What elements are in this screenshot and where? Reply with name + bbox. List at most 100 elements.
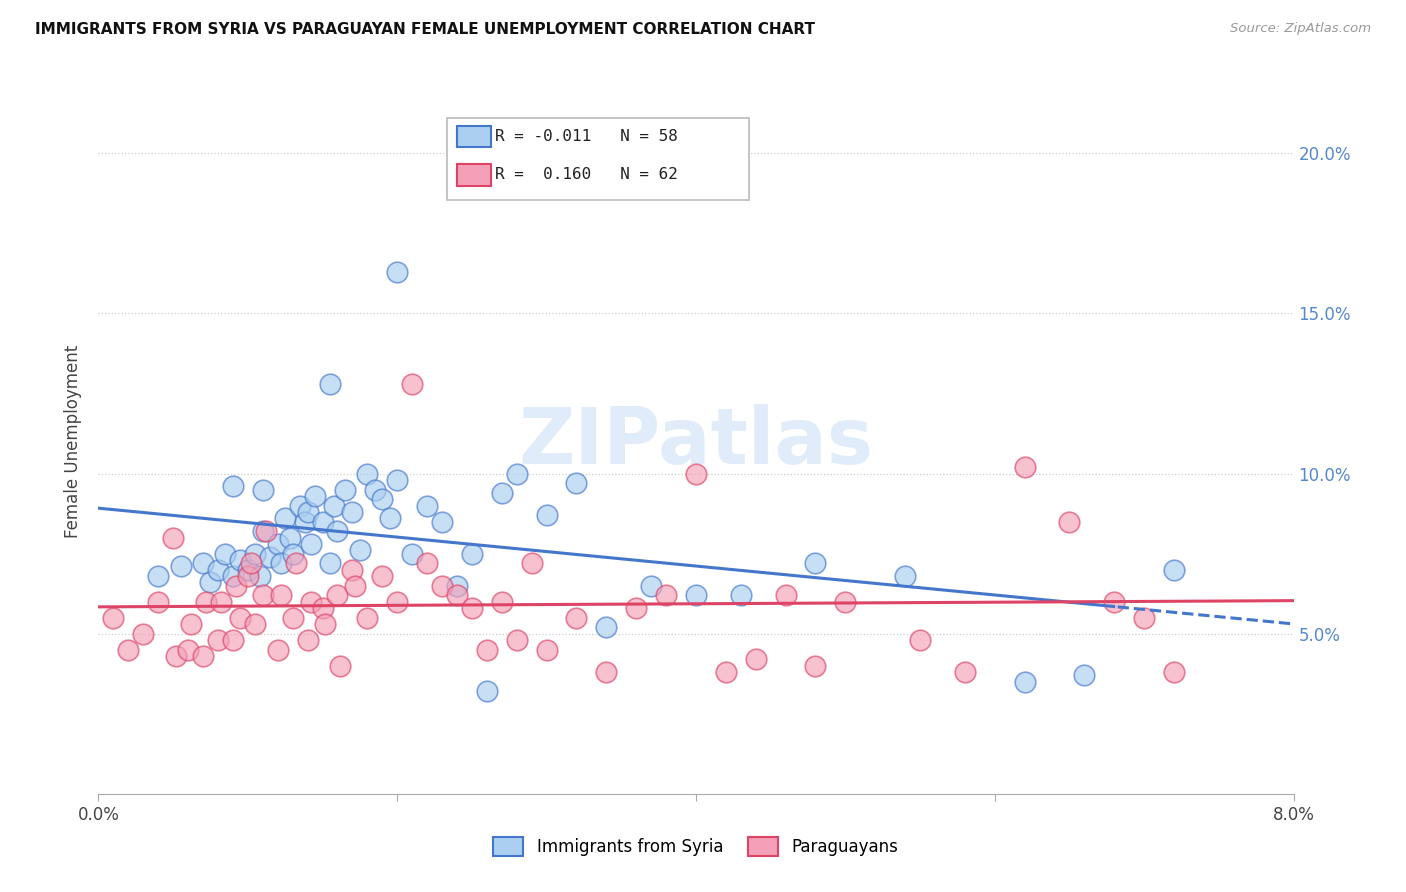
Point <box>225 579 247 593</box>
Point <box>315 617 337 632</box>
Point <box>349 543 371 558</box>
Point <box>1163 563 1185 577</box>
Point <box>236 563 259 577</box>
Point <box>745 652 768 666</box>
Point <box>222 479 245 493</box>
Point <box>252 483 274 497</box>
Point <box>1104 595 1126 609</box>
Point <box>207 563 229 577</box>
Point <box>245 617 267 632</box>
Point <box>385 595 409 609</box>
Text: Source: ZipAtlas.com: Source: ZipAtlas.com <box>1230 22 1371 36</box>
Point <box>254 524 277 539</box>
Point <box>304 489 326 503</box>
Point <box>371 569 394 583</box>
Point <box>1163 665 1185 680</box>
Point <box>297 505 319 519</box>
Point <box>180 617 202 632</box>
Point <box>270 556 292 570</box>
Point <box>565 610 588 624</box>
Point <box>281 547 304 561</box>
Point <box>195 595 218 609</box>
Point <box>401 376 423 391</box>
Point <box>191 649 214 664</box>
Point <box>267 537 290 551</box>
Point <box>326 588 349 602</box>
Point <box>239 556 262 570</box>
Legend: Immigrants from Syria, Paraguayans: Immigrants from Syria, Paraguayans <box>486 830 905 863</box>
Point <box>685 588 707 602</box>
Point <box>329 658 352 673</box>
Point <box>461 547 484 561</box>
Point <box>342 563 364 577</box>
Point <box>148 569 170 583</box>
Point <box>323 499 346 513</box>
Point <box>342 505 364 519</box>
Text: IMMIGRANTS FROM SYRIA VS PARAGUAYAN FEMALE UNEMPLOYMENT CORRELATION CHART: IMMIGRANTS FROM SYRIA VS PARAGUAYAN FEMA… <box>35 22 815 37</box>
Y-axis label: Female Unemployment: Female Unemployment <box>63 345 82 538</box>
Point <box>461 601 484 615</box>
Point <box>378 511 401 525</box>
Point <box>908 633 931 648</box>
Point <box>297 633 319 648</box>
Point <box>165 649 187 664</box>
Point <box>229 553 252 567</box>
Point <box>506 633 529 648</box>
Point <box>229 610 252 624</box>
Point <box>200 575 222 590</box>
Point <box>299 595 322 609</box>
Point <box>491 595 513 609</box>
Point <box>475 684 498 698</box>
Point <box>356 610 378 624</box>
Point <box>416 556 439 570</box>
Point <box>775 588 797 602</box>
Point <box>536 508 558 523</box>
Point <box>520 556 543 570</box>
Point <box>804 658 827 673</box>
Point <box>222 569 245 583</box>
Point <box>685 467 707 481</box>
Point <box>401 547 423 561</box>
Point <box>364 483 387 497</box>
Point <box>148 595 170 609</box>
Point <box>252 524 274 539</box>
Point <box>207 633 229 648</box>
Point <box>132 626 155 640</box>
Point <box>274 511 297 525</box>
Point <box>294 515 316 529</box>
Point <box>640 579 662 593</box>
Point <box>333 483 356 497</box>
Point <box>1014 674 1036 689</box>
Point <box>103 610 125 624</box>
Point <box>311 515 333 529</box>
Point <box>311 601 333 615</box>
Point <box>356 467 378 481</box>
Point <box>214 547 236 561</box>
Point <box>446 579 468 593</box>
Point <box>319 556 342 570</box>
Text: R =  0.160   N = 62: R = 0.160 N = 62 <box>495 168 678 182</box>
Point <box>595 620 617 634</box>
Point <box>326 524 349 539</box>
Point <box>259 549 281 564</box>
Point <box>804 556 827 570</box>
Point <box>169 559 191 574</box>
Point <box>1014 460 1036 475</box>
Point <box>281 610 304 624</box>
Point <box>430 515 453 529</box>
Point <box>430 579 453 593</box>
Point <box>236 569 259 583</box>
Point <box>270 588 292 602</box>
Point <box>1059 515 1081 529</box>
Point <box>162 531 184 545</box>
Point <box>385 265 409 279</box>
Point <box>953 665 976 680</box>
Text: R = -0.011   N = 58: R = -0.011 N = 58 <box>495 129 678 144</box>
Point <box>506 467 529 481</box>
Point <box>1073 668 1095 682</box>
Point <box>267 642 290 657</box>
Point <box>565 476 588 491</box>
Point <box>385 473 409 487</box>
Point <box>245 547 267 561</box>
Point <box>249 569 271 583</box>
